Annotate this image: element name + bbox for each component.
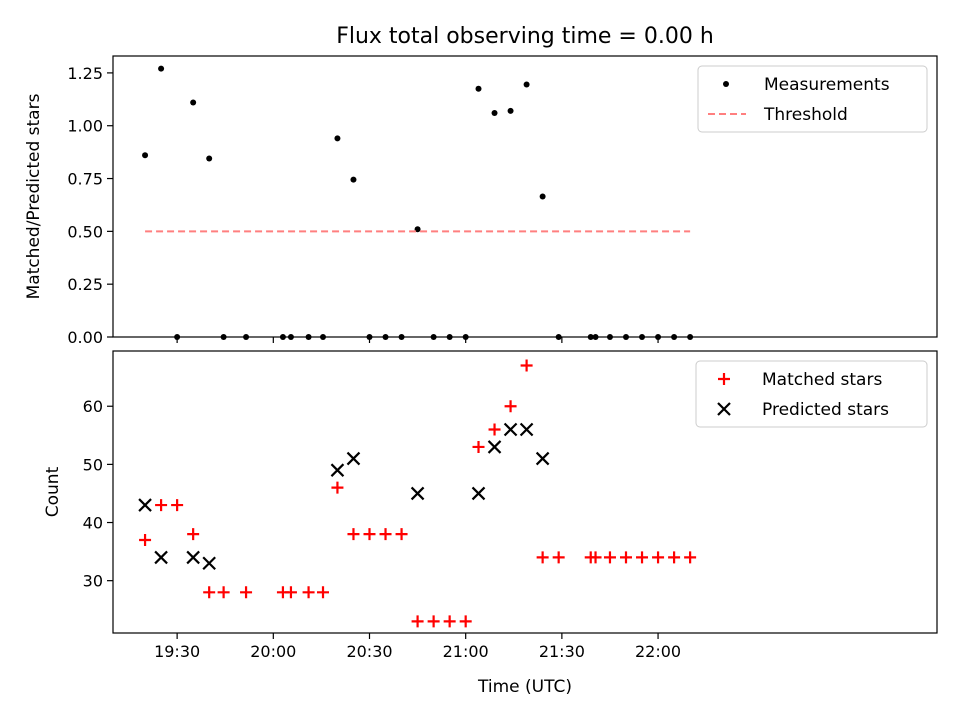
y-tick-label: 40 — [83, 514, 103, 533]
matched-stars-point — [488, 423, 501, 436]
predicted-stars-point — [138, 498, 152, 512]
y-tick-label: 0.25 — [67, 275, 103, 294]
measurement-point — [206, 155, 213, 162]
predicted-stars-point — [535, 451, 550, 466]
legend-marker — [717, 402, 731, 416]
measurement-point — [491, 110, 498, 117]
measurement-point — [334, 135, 341, 142]
predicted-stars-point — [471, 486, 486, 501]
matched-stars-point — [668, 551, 681, 564]
legend: Measurements Threshold — [697, 65, 928, 133]
axes-frame — [112, 350, 938, 634]
x-tick-label: 20:00 — [250, 642, 296, 661]
predicted-stars-point — [503, 422, 518, 437]
matched-stars-point — [171, 499, 184, 512]
matched-stars-point — [203, 586, 216, 599]
matched-stars-point — [302, 586, 315, 599]
measurement-point — [158, 65, 165, 72]
plot-series — [138, 359, 697, 628]
predicted-stars-point — [487, 440, 502, 454]
matched-stars-point — [331, 481, 344, 494]
matched-stars-point — [603, 551, 616, 564]
matched-stars-point — [187, 528, 200, 541]
y-tick-label: 60 — [83, 397, 103, 416]
legend-label: Predicted stars — [762, 400, 889, 420]
matched-stars-point — [636, 551, 649, 564]
matched-stars-point — [155, 499, 168, 512]
matched-stars-point — [443, 615, 456, 628]
predicted-stars-point — [519, 422, 534, 437]
y-tick-label: 1.25 — [67, 64, 103, 83]
measurement-point — [142, 152, 149, 159]
matched-stars-point — [552, 551, 565, 564]
legend-box — [695, 360, 928, 428]
measurement-point — [507, 107, 514, 114]
measurement-point — [350, 176, 357, 183]
legend-marker — [718, 373, 730, 385]
y-axis-label: Matched/Predicted stars — [24, 93, 44, 299]
matched-stars-point — [411, 615, 424, 628]
matched-stars-point — [427, 615, 440, 628]
top-panel: 0.00 0.25 0.50 0.75 1.00 1.25 Matched/Predicte… — [24, 55, 938, 347]
predicted-stars-point — [346, 451, 361, 466]
matched-stars-point — [363, 528, 376, 541]
matched-stars-point — [284, 586, 297, 599]
matched-stars-point — [240, 586, 253, 599]
x-tick-label: 21:00 — [443, 642, 489, 661]
legend-marker — [723, 81, 729, 87]
measurement-point — [414, 226, 421, 233]
axes-frame — [112, 55, 938, 338]
legend-label: Measurements — [764, 75, 890, 95]
y-tick-label: 0.50 — [67, 222, 103, 241]
legend-label: Threshold — [763, 105, 848, 125]
matched-stars-point — [684, 551, 697, 564]
y-axis-label: Count — [43, 466, 63, 517]
measurement-point — [190, 99, 197, 106]
x-tick-label: 20:30 — [346, 642, 392, 661]
chart-title: Flux total observing time = 0.00 h — [336, 24, 714, 49]
y-tick-label: 30 — [83, 572, 103, 591]
matched-stars-point — [139, 533, 152, 546]
measurement-point — [475, 85, 482, 92]
plot-series — [142, 65, 694, 340]
bottom-panel: 30 40 50 60 19:30 20:00 20:30 21:00 21:30 22:00 Co… — [43, 350, 938, 661]
matched-stars-point — [589, 551, 602, 564]
predicted-stars-point — [154, 550, 168, 565]
x-axis-label: Time (UTC) — [477, 677, 572, 697]
matched-stars-point — [395, 528, 408, 541]
x-tick-label: 21:30 — [539, 642, 585, 661]
predicted-stars-point — [202, 556, 216, 571]
x-tick-label: 22:00 — [635, 642, 681, 661]
matched-stars-point — [317, 586, 330, 599]
matched-stars-point — [520, 359, 533, 372]
predicted-stars-point — [186, 550, 200, 565]
x-tick-label: 19:30 — [154, 642, 200, 661]
predicted-stars-point — [330, 463, 345, 477]
matched-stars-point — [379, 528, 392, 541]
measurement-point — [523, 81, 530, 88]
legend-label: Matched stars — [762, 370, 882, 390]
predicted-stars-point — [410, 486, 425, 501]
measurement-point — [539, 193, 546, 200]
matched-stars-point — [652, 551, 665, 564]
matched-stars-point — [347, 528, 360, 541]
legend-box — [697, 65, 928, 133]
y-tick-label: 1.00 — [67, 117, 103, 136]
y-tick-label: 50 — [83, 455, 103, 474]
y-tick-label: 0.00 — [67, 328, 103, 347]
matched-stars-point — [217, 586, 230, 599]
matched-stars-point — [459, 615, 472, 628]
matched-stars-point — [536, 551, 549, 564]
matched-stars-point — [504, 400, 517, 413]
matched-stars-point — [619, 551, 632, 564]
legend: Matched stars Predicted stars — [695, 360, 928, 428]
matched-stars-point — [472, 440, 485, 453]
y-tick-label: 0.75 — [67, 170, 103, 189]
